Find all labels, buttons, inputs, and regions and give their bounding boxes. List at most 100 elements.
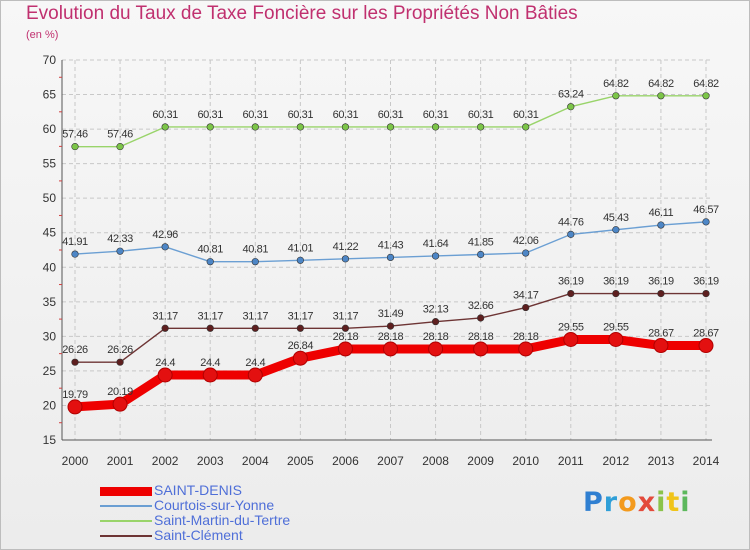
data-label: 41.22 <box>333 241 359 253</box>
data-label: 31.49 <box>378 308 404 320</box>
data-label: 63.24 <box>558 89 584 101</box>
legend-label: Courtois-sur-Yonne <box>154 497 275 513</box>
y-tick-label: 35 <box>43 295 57 309</box>
data-point <box>702 289 710 298</box>
data-point <box>657 289 665 298</box>
data-point <box>296 256 304 264</box>
x-tick-label: 2008 <box>422 454 449 468</box>
data-label: 28.18 <box>378 331 404 343</box>
data-label: 60.31 <box>243 109 269 121</box>
data-point <box>431 252 440 260</box>
data-point <box>563 331 579 347</box>
data-point <box>251 324 259 332</box>
data-point <box>653 338 669 354</box>
data-point <box>612 92 620 100</box>
x-tick-label: 2014 <box>693 454 720 468</box>
data-point <box>522 249 530 257</box>
x-tick-label: 2012 <box>603 454 630 468</box>
logo-letter: x <box>637 487 657 518</box>
y-tick-label: 65 <box>43 88 57 102</box>
x-tick-label: 2004 <box>242 454 269 468</box>
data-label: 60.31 <box>513 109 539 121</box>
data-label: 40.81 <box>243 244 269 256</box>
data-label: 40.81 <box>197 244 223 256</box>
y-tick-label: 40 <box>43 260 57 274</box>
data-point <box>206 324 214 332</box>
data-point <box>341 324 350 332</box>
data-point <box>202 367 218 383</box>
data-label: 57.46 <box>62 129 88 141</box>
data-label: 36.19 <box>648 276 674 288</box>
data-point <box>296 324 304 332</box>
data-point <box>612 226 620 234</box>
data-label: 24.4 <box>200 357 220 369</box>
data-label: 60.31 <box>197 109 223 121</box>
legend-label: Saint-Martin-du-Tertre <box>154 512 291 528</box>
data-label: 46.11 <box>649 207 674 219</box>
data-label: 60.31 <box>378 109 404 121</box>
y-tick-label: 55 <box>43 157 57 171</box>
data-point <box>157 367 173 383</box>
data-label: 28.18 <box>468 331 494 343</box>
data-label: 28.18 <box>333 331 359 343</box>
data-label: 26.26 <box>62 344 88 356</box>
data-label: 24.4 <box>245 357 265 369</box>
logo-letter: r <box>603 487 619 518</box>
data-point <box>698 338 714 354</box>
data-point <box>116 358 124 366</box>
y-tick-label: 45 <box>43 226 57 240</box>
data-point <box>71 358 79 366</box>
data-label: 60.31 <box>333 109 359 121</box>
data-label: 19.79 <box>62 389 88 401</box>
data-point <box>161 243 169 251</box>
x-tick-label: 2007 <box>377 454 404 468</box>
data-point <box>477 314 485 322</box>
data-point <box>657 92 665 100</box>
data-label: 26.26 <box>107 344 133 356</box>
data-point <box>251 258 259 266</box>
data-point <box>206 123 214 131</box>
data-label: 57.46 <box>107 129 133 141</box>
data-point <box>702 218 710 226</box>
data-label: 34.17 <box>513 290 539 302</box>
data-point <box>251 123 259 131</box>
data-label: 64.82 <box>693 78 719 90</box>
data-label: 60.31 <box>288 109 314 121</box>
data-label: 46.57 <box>693 204 719 216</box>
data-point <box>567 103 575 111</box>
data-label: 31.17 <box>152 310 178 322</box>
legend-swatch-saint-clement <box>100 535 152 537</box>
data-label: 60.31 <box>468 109 494 121</box>
x-tick-label: 2003 <box>197 454 224 468</box>
data-point <box>431 318 440 326</box>
data-label: 28.18 <box>513 331 539 343</box>
chart-title: Evolution du Taux de Taxe Foncière sur l… <box>26 3 578 24</box>
data-label: 41.85 <box>468 236 494 248</box>
data-point <box>386 322 395 330</box>
x-tick-label: 2011 <box>558 454 584 468</box>
data-label: 60.31 <box>152 109 178 121</box>
data-label: 29.55 <box>558 321 584 333</box>
logo-letter: o <box>618 487 638 518</box>
data-point <box>161 324 169 332</box>
y-tick-label: 30 <box>43 329 57 343</box>
data-point <box>71 250 79 258</box>
data-label: 26.84 <box>288 340 314 352</box>
logo-letter: t <box>666 487 681 518</box>
logo-letter: i <box>656 487 667 518</box>
data-label: 31.17 <box>288 310 314 322</box>
data-label: 41.64 <box>423 238 449 250</box>
legend-label: Saint-Clément <box>154 527 243 543</box>
data-point <box>386 253 395 261</box>
chart-subtitle: (en %) <box>26 29 59 41</box>
logo-letter: P <box>583 487 604 518</box>
data-label: 28.67 <box>693 328 719 340</box>
data-label: 44.76 <box>558 216 584 228</box>
x-tick-label: 2002 <box>152 454 179 468</box>
data-point <box>292 350 308 366</box>
x-tick-label: 2010 <box>512 454 539 468</box>
y-tick-label: 50 <box>43 191 57 205</box>
data-label: 41.43 <box>378 239 404 251</box>
data-label: 36.19 <box>693 276 719 288</box>
